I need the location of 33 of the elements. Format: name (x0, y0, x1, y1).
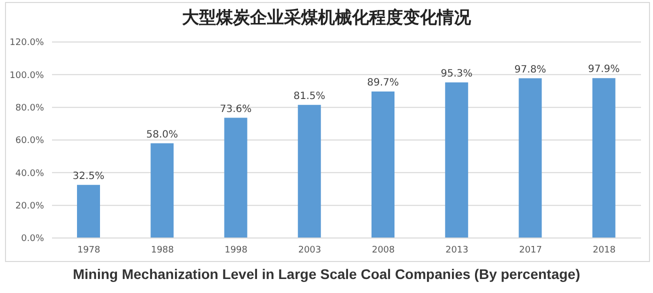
data-label: 73.6% (220, 104, 252, 115)
x-tick-label: 2008 (372, 245, 396, 256)
data-label: 32.5% (72, 170, 104, 182)
bar (372, 91, 394, 238)
x-tick-label: 1978 (77, 245, 101, 256)
bar (298, 104, 321, 238)
y-tick-label: 0.0% (21, 234, 44, 244)
data-label: 81.5% (293, 90, 326, 102)
y-tick-label: 20.0% (15, 202, 44, 212)
chart-title: 大型煤炭企业采煤机械化程度变化情况 (181, 7, 472, 29)
bar (445, 82, 468, 238)
y-tick-label: 100.0% (10, 70, 44, 81)
bar (77, 184, 100, 238)
y-tick-label: 60.0% (15, 136, 44, 146)
x-tick-label: 1988 (150, 245, 174, 256)
x-tick-label: 2003 (298, 245, 322, 256)
data-label: 97.9% (588, 64, 620, 76)
text: Mining Mechanization Level in Large Scale Coal Companies (By percentage) (72, 266, 582, 282)
bar (592, 78, 616, 238)
bar (150, 143, 174, 238)
data-label: 89.7% (367, 77, 399, 88)
y-tick-label: 80.0% (15, 104, 44, 114)
data-label: 95.3% (440, 68, 473, 80)
x-tick-label: 2013 (445, 245, 468, 256)
data-label: 58.0% (146, 129, 178, 140)
y-tick-label: 40.0% (15, 168, 44, 179)
bar (518, 78, 542, 238)
x-tick-label: 2017 (519, 245, 542, 256)
y-tick-label: 120.0% (10, 38, 44, 48)
bar (224, 118, 248, 238)
x-tick-label: 2018 (592, 245, 616, 256)
x-tick-label: 1998 (224, 245, 248, 256)
data-label: 97.8% (514, 64, 546, 76)
